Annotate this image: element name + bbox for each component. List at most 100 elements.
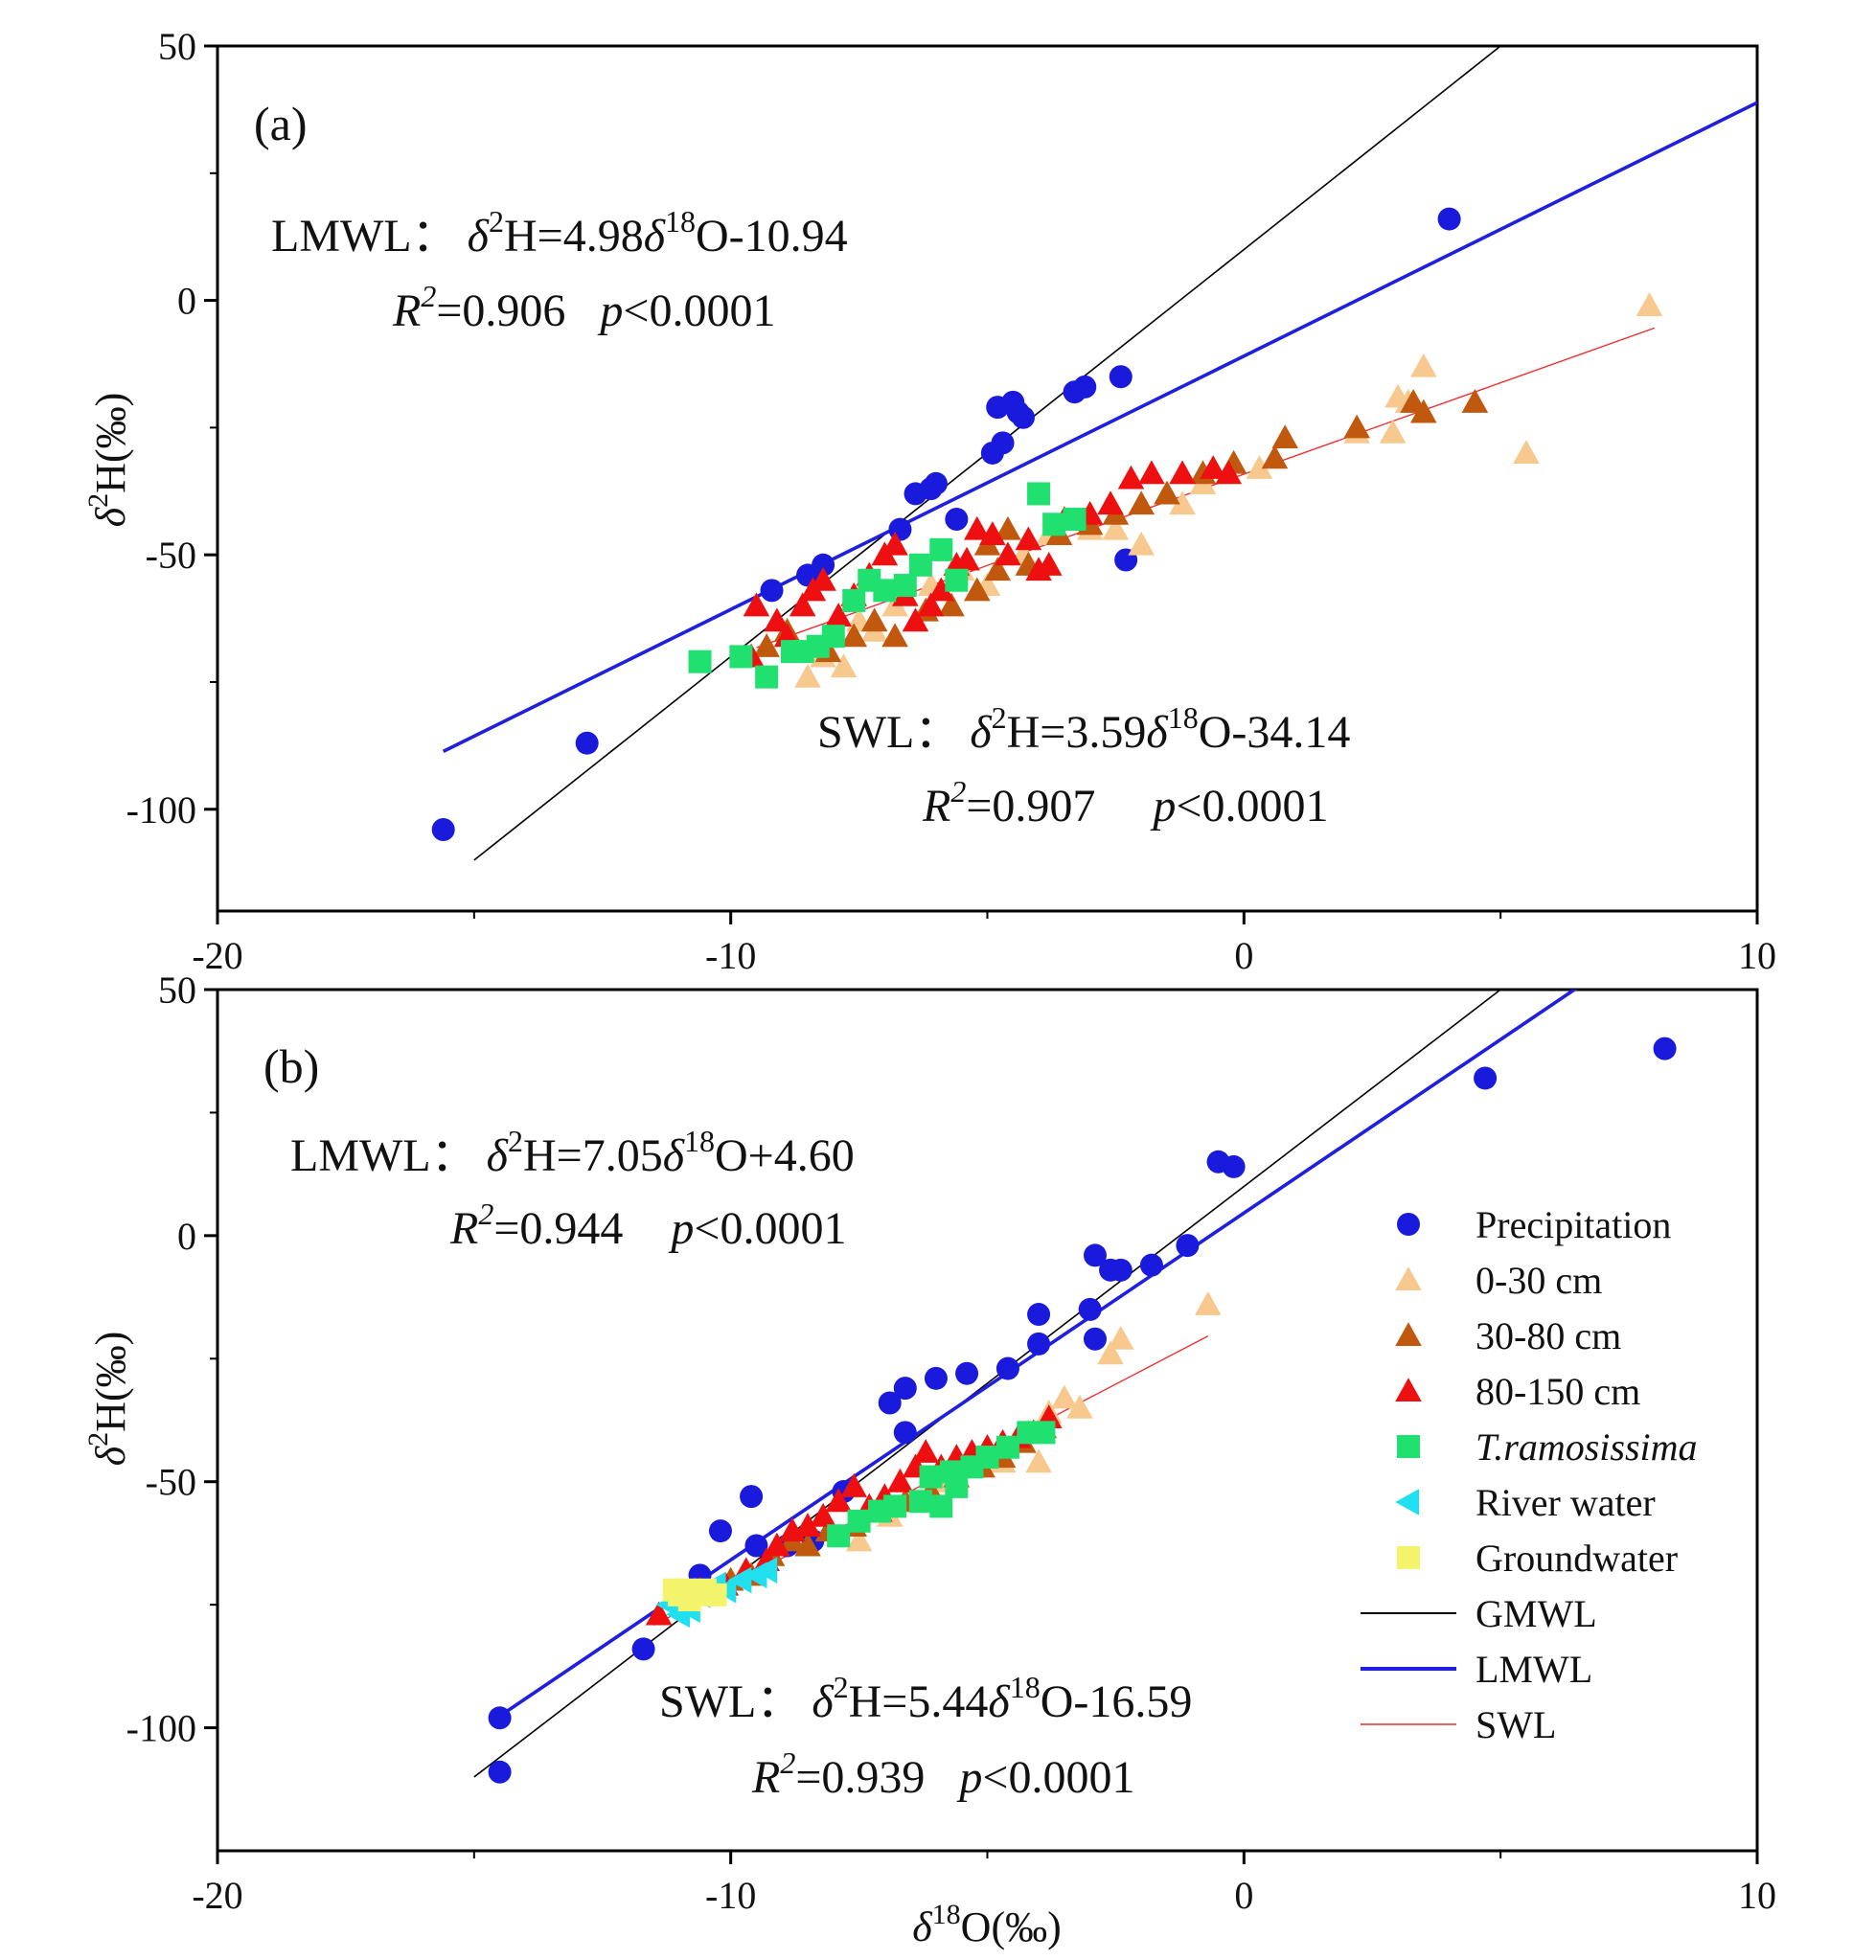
panel-b-point-80-150-cm [825, 1488, 852, 1513]
legend-label-groundwater: Groundwater [1476, 1537, 1678, 1580]
panel-b-point-0-30-cm [1025, 1448, 1052, 1473]
panel-a-point-0-30-cm [1636, 292, 1663, 316]
legend-label-t-ramosissima: T.ramosissima [1476, 1425, 1698, 1469]
panel-a-point-precipitation [991, 431, 1015, 455]
panel-b-point-t-ramosissima [919, 1465, 943, 1489]
panel-b-point-t-ramosissima [975, 1446, 999, 1470]
panel-a-point-30-80-cm [938, 592, 965, 617]
panel-a-point-80-150-cm [1138, 460, 1165, 485]
panel-a-point-80-150-cm [825, 603, 852, 627]
panel-b-x-tick-label: 10 [1738, 1874, 1776, 1917]
legend-item-gmwl: GMWL [1361, 1592, 1597, 1635]
panel-a-point-30-80-cm [840, 623, 868, 648]
panel-b-point-t-ramosissima [827, 1524, 851, 1548]
panel-a-point-0-30-cm [1513, 440, 1540, 464]
legend-label-lmwl: LMWL [1476, 1648, 1592, 1691]
legend-item-groundwater: Groundwater [1397, 1537, 1678, 1580]
panel-a-point-t-ramosissima [755, 665, 779, 689]
panel-a-point-t-ramosissima [842, 588, 866, 612]
panel-a-point-80-150-cm [917, 592, 945, 617]
panel-b-point-precipitation [1109, 1258, 1132, 1282]
panel-b-x-tick-label: 0 [1234, 1874, 1253, 1917]
panel-a-point-30-80-cm [995, 515, 1021, 540]
panel-b-point-0-30-cm [1195, 1290, 1222, 1315]
panel-a-point-0-30-cm [794, 663, 821, 688]
panel-b-point-precipitation [1083, 1327, 1107, 1351]
legend-item-80-150-cm: 80-150 cm [1395, 1370, 1640, 1413]
panel-a-points [431, 207, 1663, 842]
panel-b-point-precipitation [1176, 1234, 1200, 1258]
panel-a-point-30-80-cm [1261, 444, 1289, 469]
panel-b-point-precipitation [1222, 1154, 1246, 1178]
panel-b-point-t-ramosissima [940, 1460, 964, 1484]
panel-b-point-precipitation [1027, 1332, 1051, 1356]
panel-b-point-80-150-cm [810, 1502, 836, 1527]
panel-b-gmwl-line [473, 990, 1501, 1778]
panel-b-point-0-30-cm [1051, 1384, 1078, 1409]
panel-b-point-precipitation [1078, 1297, 1102, 1321]
panel-b-point-precipitation [708, 1519, 732, 1543]
panel-b-point-t-ramosissima [995, 1435, 1019, 1459]
panel-b-swl-stats: R2=0.939 p<0.0001 [751, 1745, 1134, 1803]
panel-a-point-precipitation [1073, 375, 1097, 399]
panel-b-y-tick-label: -50 [146, 1461, 196, 1504]
panel-b-point-precipitation [893, 1421, 917, 1445]
panel-a-point-t-ramosissima [729, 645, 753, 669]
panel-a-point-80-150-cm [1025, 557, 1052, 581]
panel-b-point-precipitation [631, 1637, 655, 1661]
panel-b-point-t-ramosissima [908, 1490, 932, 1514]
panel-b-y-axis-title: δ2H(‰) [82, 1332, 134, 1467]
panel-b-point-precipitation [893, 1377, 917, 1401]
panel-a-point-t-ramosissima [873, 579, 897, 603]
panel-a-point-t-ramosissima [945, 568, 969, 592]
panel-a-point-0-30-cm [1379, 419, 1407, 444]
panel-a-point-30-80-cm [963, 577, 991, 602]
panel-b-point-80-150-cm [794, 1513, 821, 1537]
svg-text:δ2H(‰): δ2H(‰) [82, 1332, 134, 1467]
legend-label-swl: SWL [1476, 1703, 1556, 1746]
panel-b-point-precipitation [955, 1361, 979, 1385]
panel-b-point-precipitation [488, 1760, 512, 1784]
panel-a-point-30-80-cm [1128, 490, 1155, 515]
panel-a-point-30-80-cm [984, 557, 1012, 581]
panel-a-lmwl-line [442, 101, 1757, 753]
svg-text:δ2H(‰): δ2H(‰) [82, 393, 134, 528]
panel-b-swl-equation: SWL： δ2H=5.44δ18O-16.59 [659, 1670, 1192, 1727]
panel-a-point-80-150-cm [764, 607, 790, 632]
legend-label-80-150-cm: 80-150 cm [1476, 1370, 1640, 1413]
panel-a-point-80-150-cm [789, 592, 816, 617]
panel-b-point-0-30-cm [1097, 1340, 1124, 1365]
panel-b-point-0-30-cm [845, 1527, 873, 1552]
panel-b-point-groundwater [703, 1583, 727, 1607]
panel-a-point-80-150-cm [743, 592, 770, 617]
panel-a-y-tick-label: 50 [158, 25, 196, 68]
panel-a-tag: (a) [254, 97, 308, 150]
panel-b-y-tick-label: -100 [126, 1707, 196, 1750]
legend-label-0-30-cm: 0-30 cm [1476, 1259, 1602, 1302]
panel-a-point-30-80-cm [753, 632, 780, 657]
panel-a-y-tick-label: 0 [177, 280, 196, 323]
legend-swatch-0-30-cm [1395, 1266, 1422, 1291]
panel-b-point-precipitation [740, 1485, 764, 1509]
panel-b-point-30-80-cm [794, 1532, 821, 1557]
panel-b-point-80-150-cm [645, 1601, 673, 1626]
legend-label-30-80-cm: 30-80 cm [1476, 1314, 1621, 1357]
panel-b-point-0-30-cm [1066, 1394, 1093, 1419]
panel-a-point-0-30-cm [1246, 455, 1273, 479]
panel-a-point-0-30-cm [1128, 531, 1155, 556]
panel-a-point-precipitation [575, 731, 599, 755]
panel-b-point-precipitation [1653, 1037, 1677, 1060]
panel-b-x-tick-label: -20 [192, 1874, 242, 1917]
legend-item-t-ramosissima: T.ramosissima [1397, 1425, 1698, 1469]
panel-b-point-t-ramosissima [1032, 1421, 1056, 1445]
panel-b-point-precipitation [1027, 1303, 1051, 1327]
panel-b-point-groundwater [668, 1583, 692, 1607]
panel-a-point-80-150-cm [1200, 455, 1226, 479]
panel-b-point-precipitation [744, 1534, 768, 1558]
panel-a-point-t-ramosissima [1063, 507, 1087, 531]
panel-b-lmwl-equation: LMWL： δ2H=7.05δ18O+4.60 [290, 1124, 855, 1181]
